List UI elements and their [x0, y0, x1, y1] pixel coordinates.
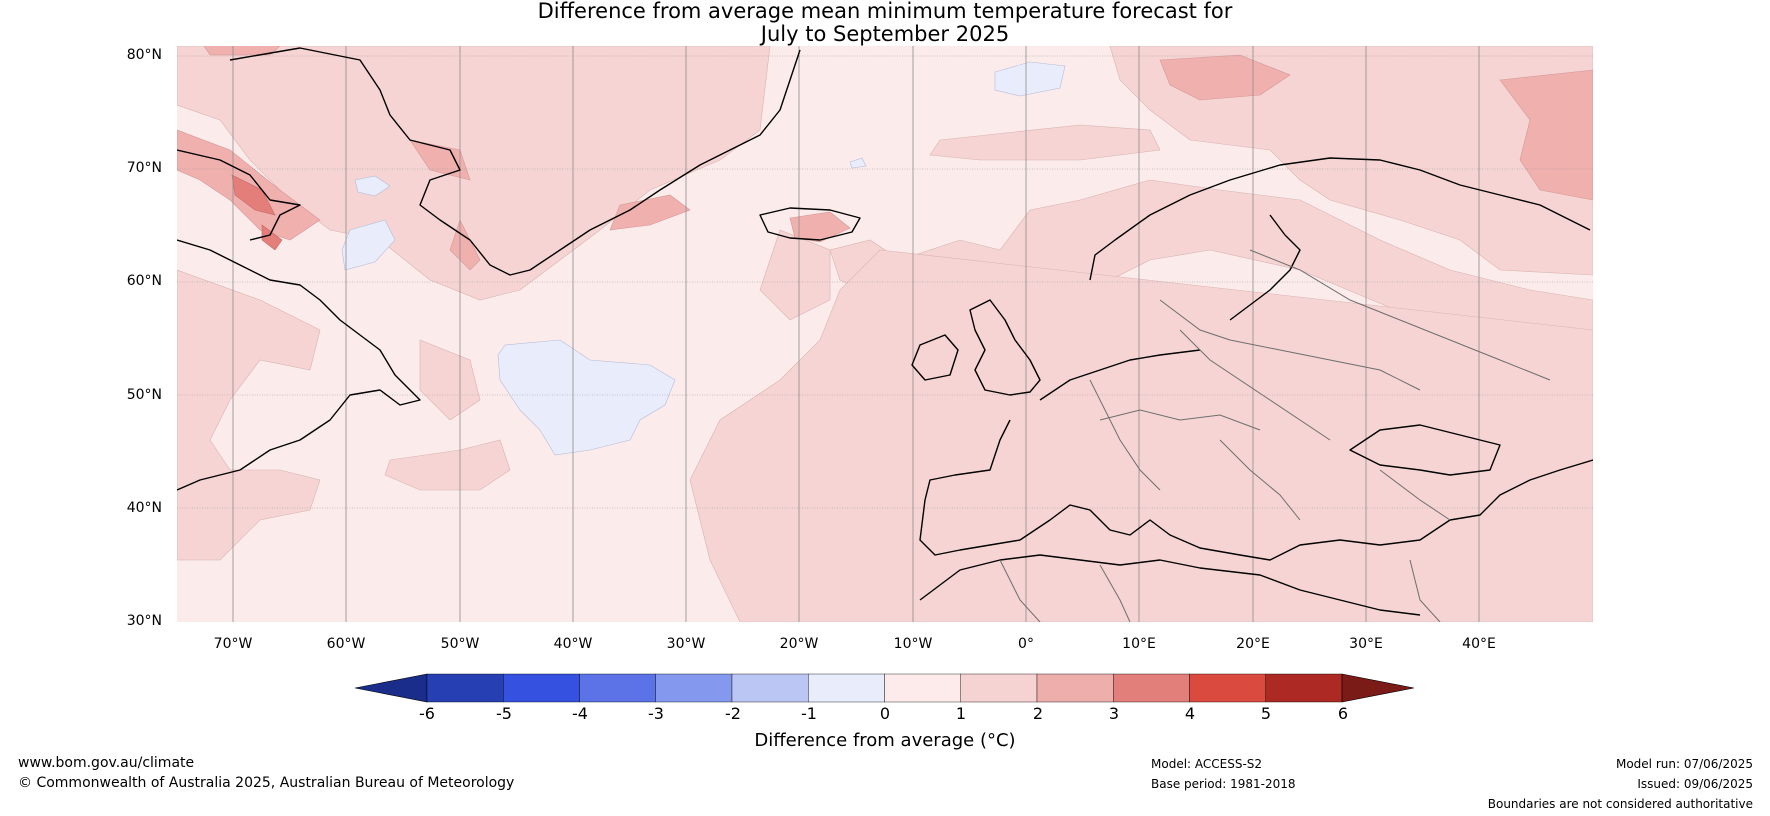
colorbar-tick-4: 4 [1184, 704, 1196, 723]
colorbar-tick-1: 1 [955, 704, 967, 723]
colorbar-tick-3: 3 [1108, 704, 1120, 723]
lat-label-80n: 80°N [126, 47, 162, 63]
anomaly-field-3-4 [231, 174, 283, 251]
lat-label-40n: 40°N [126, 500, 162, 516]
footer-model-run: Model run: 07/06/2025 [1615, 757, 1753, 771]
colorbar-tick-5: 5 [1260, 704, 1272, 723]
baltic-coast [1229, 214, 1301, 321]
labrador-coast [177, 239, 421, 491]
colorbar-segment [1265, 673, 1343, 703]
map-title-line1: Difference from average mean minimum tem… [537, 0, 1233, 23]
map-title-line2: July to September 2025 [760, 22, 1010, 46]
lon-label-20e: 20°E [1236, 636, 1270, 652]
footer-issued: Issued: 09/06/2025 [1637, 777, 1753, 791]
colorbar-segment [960, 673, 1038, 703]
colorbar-tick-6: 6 [1337, 704, 1349, 723]
britain-coast [969, 299, 1041, 396]
colorbar-tick-minus4: -4 [572, 704, 588, 723]
footer-model: Model: ACCESS-S2 [1151, 757, 1263, 771]
colorbar-extend-high [1341, 673, 1415, 703]
lon-label-40e: 40°E [1462, 636, 1496, 652]
colorbar-extend-low [354, 673, 428, 703]
latitude-gridlines [177, 55, 1593, 509]
lon-label-30w: 30°W [666, 636, 706, 652]
lat-label-30n: 30°N [126, 613, 162, 629]
lat-label-70n: 70°N [126, 160, 162, 176]
anomaly-field-1-2 [177, 46, 1593, 622]
lon-label-10w: 10°W [893, 636, 933, 652]
iceland-coast [759, 207, 861, 241]
colorbar-tick-2: 2 [1032, 704, 1044, 723]
lon-label-50w: 50°W [440, 636, 480, 652]
colorbar-tick-minus3: -3 [648, 704, 664, 723]
colorbar-segment [655, 673, 733, 703]
colorbar-segment [503, 673, 580, 703]
lat-label-60n: 60°N [126, 273, 162, 289]
colorbar-tick-minus1: -1 [801, 704, 817, 723]
lon-label-70w: 70°W [213, 636, 253, 652]
colorbar-segment [731, 673, 809, 703]
colorbar-segment [579, 673, 656, 703]
colorbar-tick-minus2: -2 [725, 704, 741, 723]
lon-label-10e: 10°E [1122, 636, 1156, 652]
colorbar-tick-minus6: -6 [419, 704, 435, 723]
lon-label-20w: 20°W [779, 636, 819, 652]
colorbar-segment [1189, 673, 1266, 703]
colorbar-segment [426, 673, 504, 703]
coastlines [177, 47, 1593, 616]
scandinavia-coast [1089, 157, 1591, 281]
colorbar-tick-0: 0 [879, 704, 891, 723]
colorbar-segment [1113, 673, 1190, 703]
anomaly-field-minus1-0 [341, 61, 1066, 456]
lon-label-60w: 60°W [326, 636, 366, 652]
colorbar [354, 673, 1415, 703]
country-borders [999, 249, 1551, 622]
colorbar-segment [884, 673, 961, 703]
longitude-gridlines [232, 46, 1480, 622]
footer-disclaimer: Boundaries are not considered authoritat… [1487, 797, 1753, 811]
colorbar-segment [1036, 673, 1114, 703]
map-field [177, 46, 1593, 622]
colorbar-tick-minus5: -5 [496, 704, 512, 723]
footer-website: www.bom.gov.au/climate [18, 755, 195, 771]
ireland-coast [911, 334, 959, 381]
lon-label-40w: 40°W [553, 636, 593, 652]
lon-label-30e: 30°E [1349, 636, 1383, 652]
lat-label-50n: 50°N [126, 387, 162, 403]
colorbar-segment [808, 673, 885, 703]
colorbar-label: Difference from average (°C) [754, 730, 1016, 751]
black-sea-coast [1349, 424, 1501, 476]
footer-copyright: © Commonwealth of Australia 2025, Austra… [18, 775, 515, 791]
lon-label-0: 0° [1018, 636, 1034, 652]
baffin-coast [177, 149, 301, 241]
footer-base-period: Base period: 1981-2018 [1151, 777, 1296, 791]
greenland-coast [229, 47, 801, 276]
